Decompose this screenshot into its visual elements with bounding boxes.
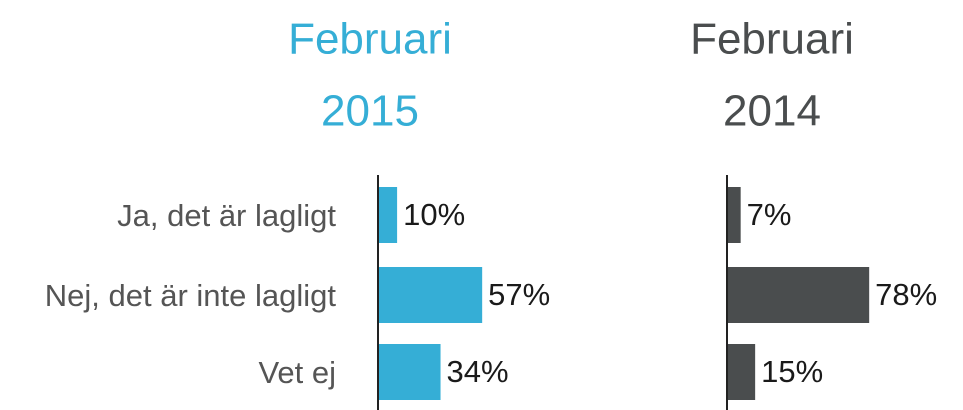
chart-title: Februari: [690, 15, 854, 64]
chart-title: 2014: [723, 87, 821, 136]
value-label: 15%: [761, 354, 823, 389]
bar: [379, 187, 398, 243]
value-label: 10%: [403, 197, 465, 232]
category-label: Nej, det är inte lagligt: [45, 278, 337, 313]
chart-title: Februari: [288, 15, 452, 64]
value-label: 34%: [447, 354, 509, 389]
value-label: 57%: [488, 277, 550, 312]
bar: [379, 267, 483, 323]
chart-title: 2015: [321, 87, 419, 136]
value-label: 7%: [747, 197, 792, 232]
category-label: Ja, det är lagligt: [117, 198, 336, 233]
category-label: Vet ej: [258, 355, 336, 390]
bar: [728, 344, 756, 400]
bar: [728, 187, 741, 243]
bar: [728, 267, 870, 323]
value-label: 78%: [875, 277, 937, 312]
bar: [379, 344, 441, 400]
